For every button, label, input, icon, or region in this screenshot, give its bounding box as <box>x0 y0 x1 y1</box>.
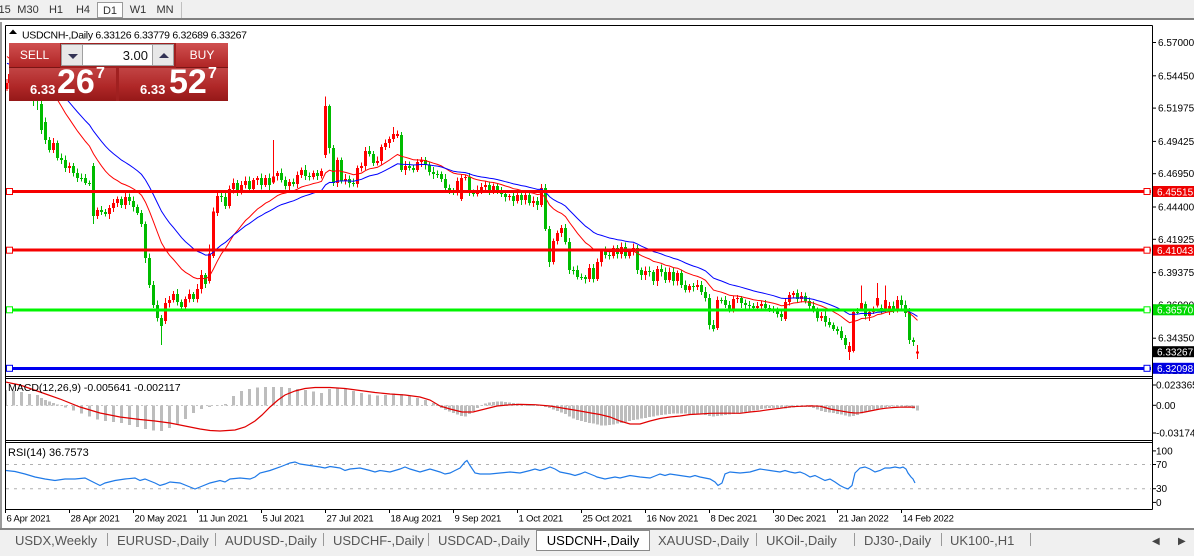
svg-text:RSI(14) 36.7573: RSI(14) 36.7573 <box>8 447 89 459</box>
svg-text:11 Jun 2021: 11 Jun 2021 <box>199 514 248 525</box>
svg-text:8 Dec 2021: 8 Dec 2021 <box>711 514 758 525</box>
svg-text:-0.031744: -0.031744 <box>1156 429 1194 440</box>
svg-text:5 Jul 2021: 5 Jul 2021 <box>263 514 305 525</box>
svg-text:0.00: 0.00 <box>1156 401 1176 412</box>
svg-text:30: 30 <box>1156 484 1168 495</box>
svg-text:100: 100 <box>1156 446 1173 457</box>
svg-text:20 May 2021: 20 May 2021 <box>135 514 188 525</box>
svg-text:USDCNH-,Daily 6.33126 6.33779: USDCNH-,Daily 6.33126 6.33779 6.32689 6.… <box>22 30 247 42</box>
svg-text:6.51975: 6.51975 <box>1158 104 1194 115</box>
svg-text:6.57000: 6.57000 <box>1158 38 1194 49</box>
svg-text:6.41925: 6.41925 <box>1158 235 1194 246</box>
svg-text:0: 0 <box>1156 498 1162 509</box>
svg-text:6.32098: 6.32098 <box>1157 364 1194 375</box>
svg-text:6.39375: 6.39375 <box>1158 268 1194 279</box>
svg-text:27 Jul 2021: 27 Jul 2021 <box>327 514 374 525</box>
svg-text:1 Oct 2021: 1 Oct 2021 <box>519 514 563 525</box>
svg-text:30 Dec 2021: 30 Dec 2021 <box>775 514 827 525</box>
svg-text:70: 70 <box>1156 460 1168 471</box>
svg-text:25 Oct 2021: 25 Oct 2021 <box>583 514 633 525</box>
svg-text:0.023365: 0.023365 <box>1156 381 1194 392</box>
svg-text:28 Apr 2021: 28 Apr 2021 <box>71 514 120 525</box>
svg-text:16 Nov 2021: 16 Nov 2021 <box>647 514 699 525</box>
svg-text:6.49425: 6.49425 <box>1158 137 1194 148</box>
svg-text:21 Jan 2022: 21 Jan 2022 <box>839 514 889 525</box>
svg-text:6.34350: 6.34350 <box>1158 334 1194 345</box>
svg-text:6.44400: 6.44400 <box>1158 203 1194 214</box>
svg-text:6.36570: 6.36570 <box>1157 306 1194 317</box>
svg-text:6.46950: 6.46950 <box>1158 169 1194 180</box>
svg-text:MACD(12,26,9) -0.005641 -0.002: MACD(12,26,9) -0.005641 -0.002117 <box>8 382 181 394</box>
svg-text:6.33267: 6.33267 <box>1157 348 1194 359</box>
svg-text:6.45515: 6.45515 <box>1157 187 1194 198</box>
svg-text:6.41043: 6.41043 <box>1157 246 1194 257</box>
svg-text:9 Sep 2021: 9 Sep 2021 <box>455 514 502 525</box>
svg-text:14 Feb 2022: 14 Feb 2022 <box>903 514 954 525</box>
svg-text:6.54450: 6.54450 <box>1158 71 1194 82</box>
svg-text:18 Aug 2021: 18 Aug 2021 <box>391 514 442 525</box>
svg-text:6 Apr 2021: 6 Apr 2021 <box>7 514 51 525</box>
